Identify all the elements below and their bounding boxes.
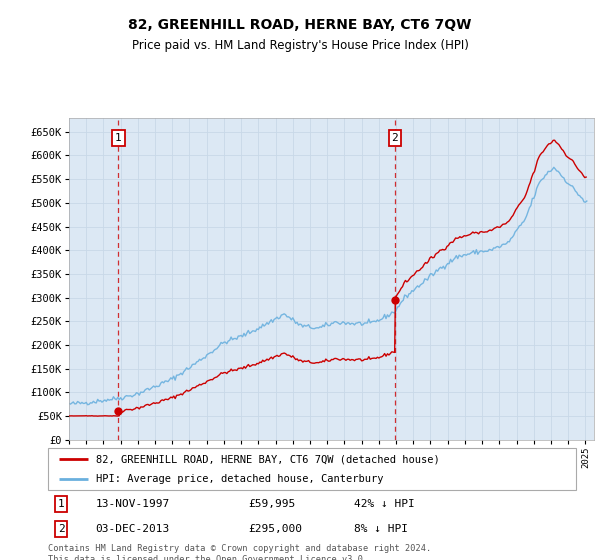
Text: 1: 1 xyxy=(115,133,122,143)
Text: HPI: Average price, detached house, Canterbury: HPI: Average price, detached house, Cant… xyxy=(95,474,383,484)
Text: Price paid vs. HM Land Registry's House Price Index (HPI): Price paid vs. HM Land Registry's House … xyxy=(131,39,469,53)
Text: £59,995: £59,995 xyxy=(248,499,296,509)
Text: 8% ↓ HPI: 8% ↓ HPI xyxy=(354,524,408,534)
Text: 03-DEC-2013: 03-DEC-2013 xyxy=(95,524,170,534)
Text: 82, GREENHILL ROAD, HERNE BAY, CT6 7QW: 82, GREENHILL ROAD, HERNE BAY, CT6 7QW xyxy=(128,18,472,32)
Text: 42% ↓ HPI: 42% ↓ HPI xyxy=(354,499,415,509)
Text: 13-NOV-1997: 13-NOV-1997 xyxy=(95,499,170,509)
Text: 82, GREENHILL ROAD, HERNE BAY, CT6 7QW (detached house): 82, GREENHILL ROAD, HERNE BAY, CT6 7QW (… xyxy=(95,454,439,464)
Text: 2: 2 xyxy=(391,133,398,143)
Text: Contains HM Land Registry data © Crown copyright and database right 2024.
This d: Contains HM Land Registry data © Crown c… xyxy=(48,544,431,560)
Text: 2: 2 xyxy=(58,524,65,534)
Text: 1: 1 xyxy=(58,499,65,509)
Text: £295,000: £295,000 xyxy=(248,524,302,534)
